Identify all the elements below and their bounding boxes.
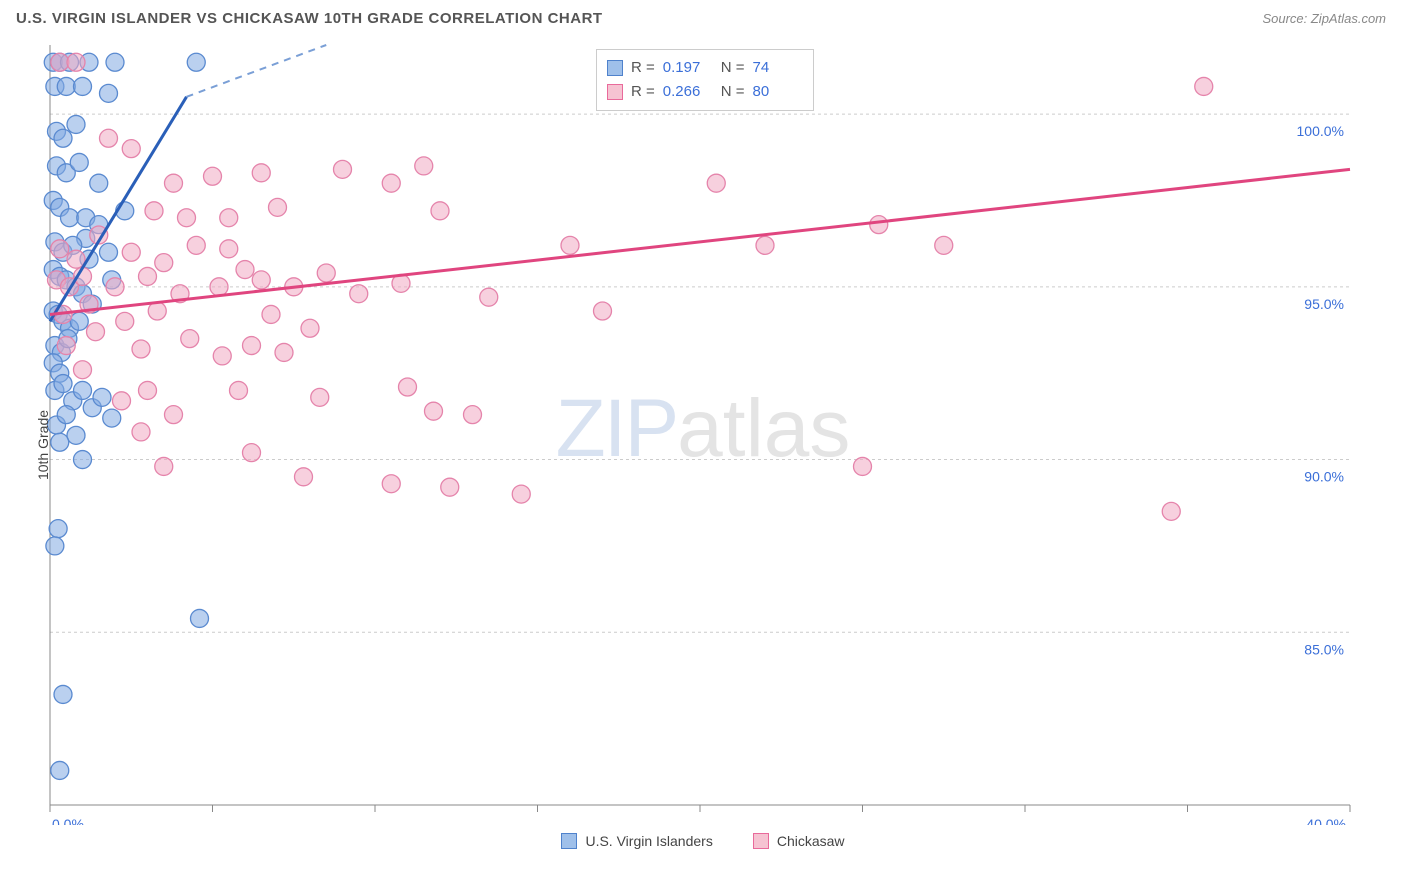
- n-value: 80: [753, 80, 803, 104]
- y-axis-label: 10th Grade: [35, 410, 51, 480]
- svg-text:100.0%: 100.0%: [1297, 123, 1344, 139]
- correlation-stats-box: R = 0.197 N = 74 R = 0.266 N = 80: [596, 49, 814, 111]
- legend-item-series1: U.S. Virgin Islanders: [561, 833, 712, 849]
- svg-text:40.0%: 40.0%: [1306, 816, 1346, 825]
- svg-text:85.0%: 85.0%: [1304, 641, 1344, 657]
- legend-label: Chickasaw: [777, 833, 845, 849]
- stats-row-series1: R = 0.197 N = 74: [607, 56, 803, 80]
- svg-text:0.0%: 0.0%: [52, 816, 84, 825]
- r-value: 0.266: [663, 80, 713, 104]
- series1-swatch-icon: [607, 60, 623, 76]
- stats-row-series2: R = 0.266 N = 80: [607, 80, 803, 104]
- series2-swatch-icon: [753, 833, 769, 849]
- n-value: 74: [753, 56, 803, 80]
- n-label: N =: [721, 56, 745, 80]
- series1-swatch-icon: [561, 833, 577, 849]
- bottom-legend: U.S. Virgin Islanders Chickasaw: [0, 827, 1406, 855]
- r-label: R =: [631, 56, 655, 80]
- svg-text:95.0%: 95.0%: [1304, 296, 1344, 312]
- chart-container: 10th Grade 85.0% 90.0% 95.0% 100.0% 0.0% 40.0…: [0, 35, 1406, 855]
- r-label: R =: [631, 80, 655, 104]
- chart-title: U.S. VIRGIN ISLANDER VS CHICKASAW 10TH G…: [16, 10, 603, 27]
- n-label: N =: [721, 80, 745, 104]
- series2-swatch-icon: [607, 84, 623, 100]
- legend-item-series2: Chickasaw: [753, 833, 845, 849]
- r-value: 0.197: [663, 56, 713, 80]
- scatter-plot: 85.0% 90.0% 95.0% 100.0% 0.0% 40.0%: [0, 35, 1406, 825]
- source-attribution: Source: ZipAtlas.com: [1262, 11, 1386, 26]
- legend-label: U.S. Virgin Islanders: [585, 833, 712, 849]
- svg-text:90.0%: 90.0%: [1304, 469, 1344, 485]
